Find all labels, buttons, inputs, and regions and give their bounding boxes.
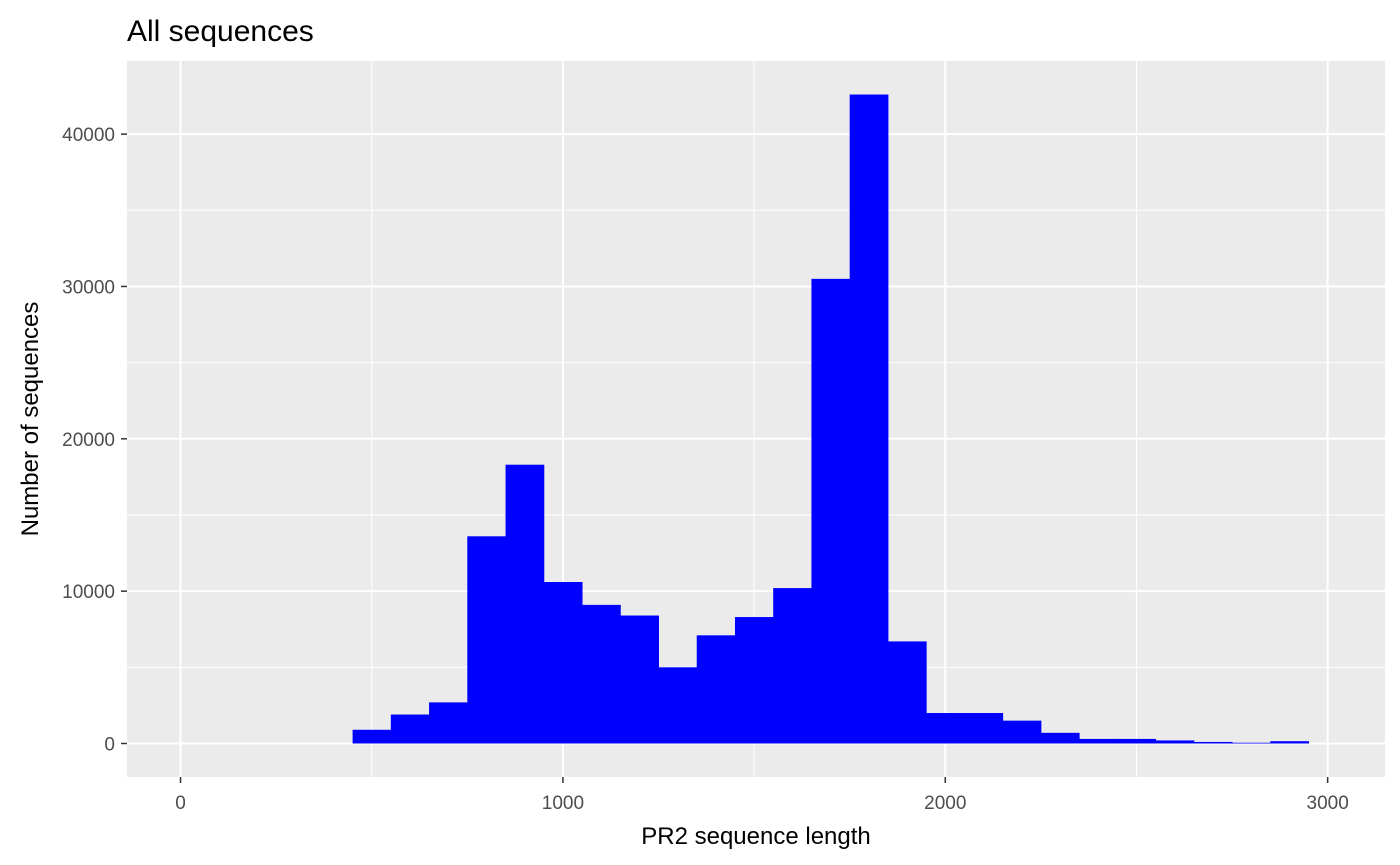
- histogram-bar: [849, 94, 889, 744]
- histogram-bar: [926, 713, 965, 744]
- y-tick-label: 40000: [62, 125, 115, 146]
- histogram-bar: [543, 582, 583, 744]
- y-tick-label: 0: [104, 734, 115, 755]
- histogram-bar: [1079, 738, 1118, 744]
- histogram-bar: [390, 714, 430, 744]
- x-tick-label: 2000: [924, 793, 966, 814]
- x-tick-label: 3000: [1307, 793, 1349, 814]
- histogram-bar: [467, 536, 507, 744]
- histogram-bar: [1002, 720, 1042, 744]
- histogram-bar: [582, 604, 621, 744]
- histogram-bar: [1270, 741, 1310, 744]
- histogram-bar: [429, 702, 468, 744]
- histogram-bar: [887, 641, 927, 744]
- chart-title: All sequences: [127, 15, 314, 48]
- major-gridlines: [127, 61, 1385, 777]
- x-tick-label: 1000: [542, 793, 584, 814]
- histogram-bar: [696, 635, 736, 744]
- histogram-bar: [1040, 732, 1080, 744]
- y-tick-label: 30000: [62, 277, 115, 298]
- histogram-bar: [1232, 742, 1271, 744]
- histogram-bar: [352, 729, 392, 744]
- histogram-bar: [505, 464, 545, 744]
- x-axis-title: PR2 sequence length: [641, 823, 871, 850]
- x-axis: 0 1000 2000 3000: [175, 777, 1349, 814]
- y-tick-label: 20000: [62, 430, 115, 451]
- histogram-bars: [352, 94, 1310, 744]
- histogram-bar: [811, 278, 851, 744]
- histogram-bar: [1117, 738, 1157, 744]
- histogram-bar: [658, 667, 698, 744]
- x-tick-label: 0: [175, 793, 186, 814]
- histogram-bar: [1155, 740, 1195, 744]
- histogram-bar: [964, 713, 1004, 744]
- histogram-bar: [1193, 741, 1233, 744]
- y-axis-title: Number of sequences: [17, 302, 44, 537]
- histogram-bar: [734, 617, 774, 744]
- histogram-bar: [773, 588, 812, 744]
- histogram-bar: [620, 615, 659, 744]
- y-tick-label: 10000: [62, 582, 115, 603]
- y-axis: 0 10000 20000 30000 40000: [62, 125, 127, 755]
